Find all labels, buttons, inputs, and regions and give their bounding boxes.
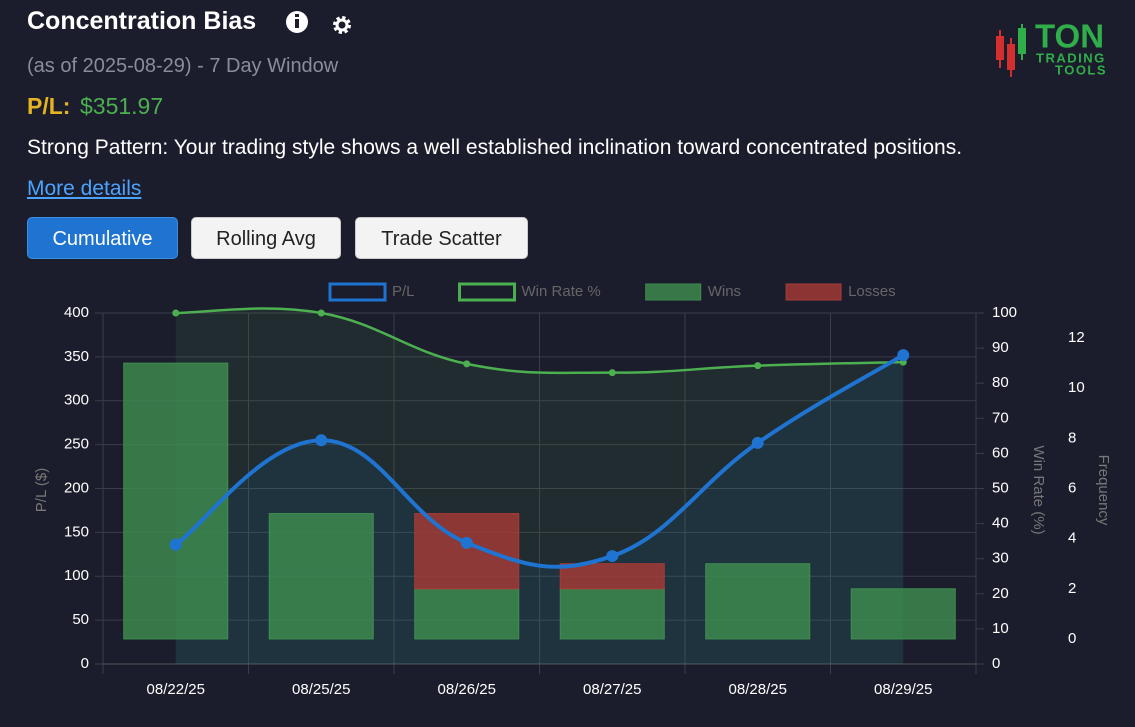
y2-tick-label: 40	[992, 515, 1009, 532]
legend-label: P/L	[392, 283, 415, 300]
y3-tick-label: 4	[1068, 530, 1076, 547]
y2-tick-label: 60	[992, 444, 1009, 461]
settings-icon[interactable]	[333, 16, 351, 34]
y-tick-label: 150	[64, 523, 89, 540]
bar	[268, 513, 374, 640]
x-tick-label: 08/25/25	[292, 681, 350, 698]
y2-axis-title: Win Rate (%)	[1030, 445, 1047, 534]
y3-tick-label: 8	[1068, 429, 1076, 446]
logo-line: TRADING	[1036, 50, 1106, 65]
y3-tick-label: 6	[1068, 479, 1076, 496]
y3-tick-label: 0	[1068, 630, 1076, 647]
legend-swatch	[328, 282, 387, 302]
bar	[850, 588, 956, 640]
x-tick-label: 08/29/25	[874, 681, 932, 698]
point	[751, 436, 764, 449]
y2-tick-label: 20	[992, 585, 1009, 602]
legend-item: P/L	[328, 282, 415, 302]
logo-icon	[996, 24, 1026, 77]
bar	[559, 588, 665, 640]
bar	[123, 362, 229, 640]
legend-label: Wins	[708, 283, 741, 300]
point	[608, 369, 616, 377]
point	[317, 309, 325, 317]
legend-swatch	[458, 282, 517, 302]
y-tick-label: 0	[81, 655, 89, 672]
legend-item: Wins	[645, 283, 741, 301]
bar	[414, 513, 520, 590]
line	[175, 307, 904, 375]
y-tick-label: 350	[64, 348, 89, 365]
bar	[414, 588, 520, 640]
y2-tick-label: 90	[992, 339, 1009, 356]
legend-label: Win Rate %	[522, 283, 601, 300]
y2-tick-label: 70	[992, 409, 1009, 426]
pl-value: $351.97	[80, 93, 164, 119]
subtitle: (as of 2025-08-29) - 7 Day Window	[27, 55, 339, 77]
tab-button[interactable]: Cumulative	[27, 217, 178, 259]
point	[606, 550, 619, 563]
y-tick-label: 200	[64, 479, 89, 496]
y2-tick-label: 50	[992, 479, 1009, 496]
y2-tick-label: 0	[992, 655, 1000, 672]
y2-tick-label: 30	[992, 550, 1009, 567]
y3-axis-title: Frequency	[1095, 455, 1112, 526]
pl-label: P/L:	[27, 93, 71, 119]
y-tick-label: 400	[64, 304, 89, 321]
y-axis-title: P/L ($)	[33, 468, 50, 512]
y-tick-label: 300	[64, 392, 89, 409]
y-tick-label: 50	[72, 611, 89, 628]
x-tick-label: 08/26/25	[438, 681, 496, 698]
y-tick-label: 100	[64, 567, 89, 584]
y3-tick-label: 10	[1068, 379, 1085, 396]
point	[897, 349, 910, 362]
logo-name: TON	[1035, 18, 1104, 55]
title: Concentration Bias	[27, 7, 257, 35]
bar	[559, 563, 665, 590]
legend-label: Losses	[848, 283, 896, 300]
point	[460, 536, 473, 549]
y3-tick-label: 2	[1068, 580, 1076, 597]
x-tick-label: 08/22/25	[147, 681, 205, 698]
point	[315, 434, 328, 447]
tab-button[interactable]: Rolling Avg	[191, 217, 341, 259]
logo-line: TOOLS	[1055, 62, 1107, 77]
point	[172, 309, 180, 317]
point	[169, 538, 182, 551]
bar	[705, 563, 811, 640]
point	[754, 362, 762, 370]
legend-swatch	[785, 283, 842, 301]
x-tick-label: 08/27/25	[583, 681, 641, 698]
info-icon[interactable]	[286, 11, 308, 33]
y2-tick-label: 80	[992, 374, 1009, 391]
tab-button[interactable]: Trade Scatter	[355, 217, 528, 259]
line	[174, 353, 905, 569]
description: Strong Pattern: Your trading style shows…	[27, 136, 963, 159]
y-tick-label: 250	[64, 436, 89, 453]
details-link[interactable]: More details	[27, 177, 142, 200]
y2-tick-label: 100	[992, 304, 1017, 321]
legend-swatch	[645, 283, 702, 301]
legend-item: Win Rate %	[458, 282, 601, 302]
y3-tick-label: 12	[1068, 329, 1085, 346]
legend-item: Losses	[785, 283, 896, 301]
point	[463, 360, 471, 368]
y2-tick-label: 10	[992, 620, 1009, 637]
x-tick-label: 08/28/25	[729, 681, 787, 698]
